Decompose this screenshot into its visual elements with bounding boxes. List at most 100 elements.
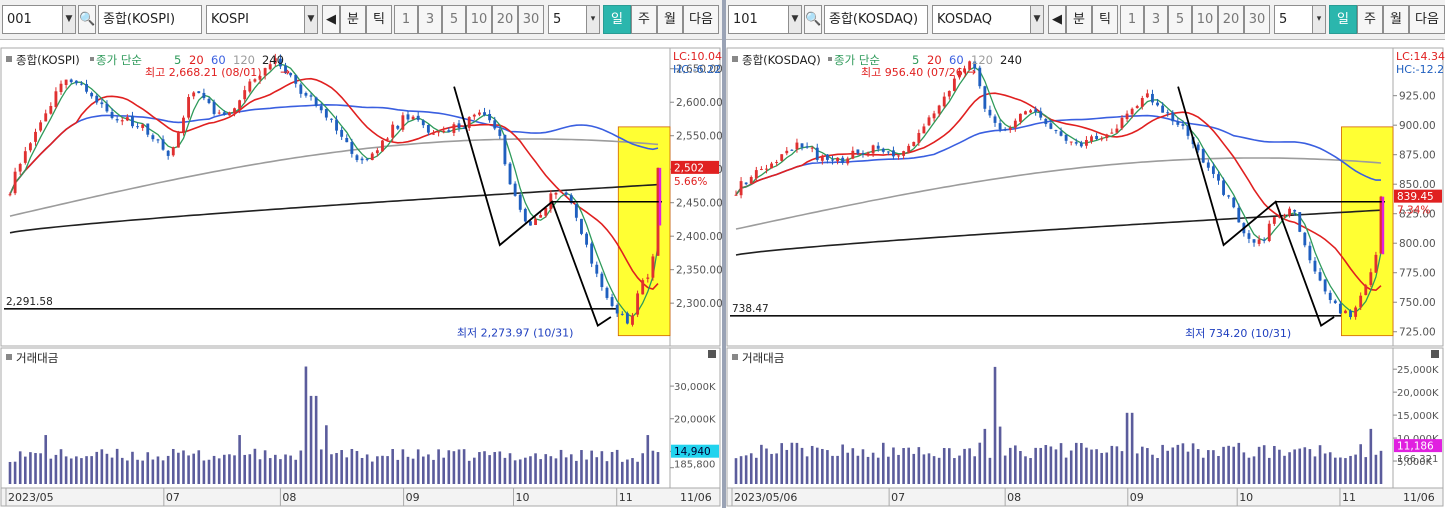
kosdaq-tick-button[interactable]: 틱 bbox=[1092, 5, 1118, 34]
search-icon[interactable]: 🔍 bbox=[804, 5, 822, 34]
kospi-market-field[interactable]: 종합(KOSPI) bbox=[98, 5, 202, 34]
candle bbox=[350, 138, 354, 158]
kospi-minute-option-30[interactable]: 30 bbox=[518, 5, 544, 34]
kospi-ma240-line bbox=[9, 183, 659, 234]
candle bbox=[897, 155, 900, 160]
kospi-code-dropdown[interactable]: ▼ bbox=[62, 5, 76, 34]
volume-bar bbox=[365, 454, 369, 484]
volume-bar bbox=[8, 461, 12, 484]
kospi-count-input[interactable]: 5 bbox=[548, 5, 588, 34]
kosdaq-ma20-line bbox=[735, 92, 1382, 292]
kospi-minute-option-10[interactable]: 10 bbox=[466, 5, 492, 34]
candle bbox=[1186, 123, 1190, 140]
kospi-count-dropdown[interactable]: ▾ bbox=[586, 5, 600, 34]
kospi-name-dropdown[interactable]: ▼ bbox=[304, 5, 318, 34]
prev-arrow-icon[interactable]: ◀ bbox=[1048, 5, 1066, 34]
kosdaq-market-field[interactable]: 종합(KOSDAQ) bbox=[824, 5, 928, 34]
kosdaq-minute-option-1[interactable]: 1 bbox=[1120, 5, 1144, 34]
prev-arrow-icon[interactable]: ◀ bbox=[322, 5, 340, 34]
candle bbox=[426, 124, 430, 136]
ma-legend-60: 60 bbox=[211, 53, 226, 67]
volume-bar bbox=[739, 456, 743, 484]
candle bbox=[947, 90, 951, 100]
volume-bar bbox=[856, 455, 860, 484]
kosdaq-code-dropdown[interactable]: ▼ bbox=[788, 5, 802, 34]
candle bbox=[59, 80, 63, 95]
volume-bar bbox=[478, 452, 481, 484]
volume-settings-icon bbox=[732, 354, 738, 360]
volume-bar bbox=[325, 425, 328, 484]
kospi-period-month[interactable]: 월 bbox=[657, 5, 683, 34]
candle bbox=[314, 96, 318, 108]
kospi-current-change: 5.66% bbox=[674, 176, 707, 188]
candle bbox=[8, 192, 12, 197]
candle bbox=[467, 116, 471, 132]
volume-bar bbox=[651, 450, 655, 484]
kospi-minute-option-3[interactable]: 3 bbox=[418, 5, 442, 34]
kosdaq-volume-ma: 166,321 bbox=[1397, 454, 1438, 465]
candle bbox=[49, 102, 53, 115]
kospi-next-button[interactable]: 다음 bbox=[683, 5, 719, 34]
candle bbox=[656, 167, 660, 256]
kosdaq-xaxis-label: 09 bbox=[1130, 491, 1144, 504]
kosdaq-name-field[interactable]: KOSDAQ bbox=[932, 5, 1044, 34]
kospi-name-field[interactable]: KOSPI bbox=[206, 5, 318, 34]
candle bbox=[110, 108, 114, 120]
kosdaq-count-dropdown[interactable]: ▾ bbox=[1312, 5, 1326, 34]
kospi-minute-option-20[interactable]: 20 bbox=[492, 5, 518, 34]
candle bbox=[1313, 257, 1317, 274]
ma-legend-label: 종가 단순 bbox=[834, 53, 880, 67]
volume-bar bbox=[370, 461, 374, 484]
kospi-minute-option-1[interactable]: 1 bbox=[394, 5, 418, 34]
kospi-minute-button[interactable]: 분 bbox=[340, 5, 366, 34]
volume-bar bbox=[978, 442, 982, 484]
kosdaq-minute-option-30[interactable]: 30 bbox=[1244, 5, 1270, 34]
candle bbox=[651, 253, 655, 281]
kosdaq-next-button[interactable]: 다음 bbox=[1409, 5, 1445, 34]
kosdaq-minute-option-20[interactable]: 20 bbox=[1218, 5, 1244, 34]
kosdaq-minute-option-5[interactable]: 5 bbox=[1168, 5, 1192, 34]
kospi-tick-button[interactable]: 틱 bbox=[366, 5, 392, 34]
candle bbox=[886, 151, 890, 156]
kosdaq-toolbar: 101 ▼ 🔍 종합(KOSDAQ) KOSDAQ ▼ ◀ 분 틱 1 3 5 10 20 30 5 ▾ 일 주 월 다… bbox=[726, 0, 1445, 40]
candle bbox=[636, 290, 640, 318]
kospi-current-price: 2,502 bbox=[674, 162, 704, 174]
candle bbox=[391, 121, 395, 142]
ma-legend-60: 60 bbox=[949, 53, 964, 67]
kospi-volume-tick: 20,000K bbox=[674, 415, 716, 426]
volume-bar bbox=[907, 447, 910, 484]
kosdaq-count-input[interactable]: 5 bbox=[1274, 5, 1314, 34]
volume-bar bbox=[656, 452, 660, 484]
candle bbox=[1222, 177, 1225, 197]
volume-bar bbox=[590, 450, 593, 484]
kosdaq-minute-button[interactable]: 분 bbox=[1066, 5, 1092, 34]
kosdaq-period-week[interactable]: 주 bbox=[1357, 5, 1383, 34]
kosdaq-chart[interactable]: 725.00 750.00 775.00 800.00 825.00 850.00 875.… bbox=[726, 44, 1445, 508]
candle bbox=[304, 91, 308, 98]
volume-bar bbox=[462, 449, 466, 484]
volume-bar bbox=[1039, 447, 1043, 484]
volume-bar bbox=[569, 454, 573, 484]
kospi-period-week[interactable]: 주 bbox=[631, 5, 657, 34]
kospi-period-day[interactable]: 일 bbox=[603, 5, 631, 34]
kosdaq-period-day[interactable]: 일 bbox=[1329, 5, 1357, 34]
kosdaq-period-month[interactable]: 월 bbox=[1383, 5, 1409, 34]
volume-bar bbox=[279, 459, 282, 484]
volume-bar bbox=[831, 455, 834, 484]
candle bbox=[1298, 212, 1302, 233]
candle bbox=[182, 115, 185, 136]
kosdaq-ytick-label: 825.00 bbox=[1399, 209, 1436, 221]
volume-bar bbox=[69, 458, 73, 484]
search-icon[interactable]: 🔍 bbox=[78, 5, 96, 34]
kospi-minute-option-5[interactable]: 5 bbox=[442, 5, 466, 34]
candle bbox=[1145, 89, 1149, 99]
kospi-chart[interactable]: 2,300.002,350.002,400.002,450.002,500.00… bbox=[0, 44, 722, 508]
kosdaq-minute-option-10[interactable]: 10 bbox=[1192, 5, 1218, 34]
kosdaq-minute-option-3[interactable]: 3 bbox=[1144, 5, 1168, 34]
kosdaq-name-dropdown[interactable]: ▼ bbox=[1030, 5, 1044, 34]
candle bbox=[1120, 115, 1124, 131]
panel-divider[interactable] bbox=[722, 0, 726, 508]
volume-bar bbox=[299, 450, 303, 484]
candle bbox=[917, 129, 921, 146]
candle bbox=[749, 175, 753, 185]
